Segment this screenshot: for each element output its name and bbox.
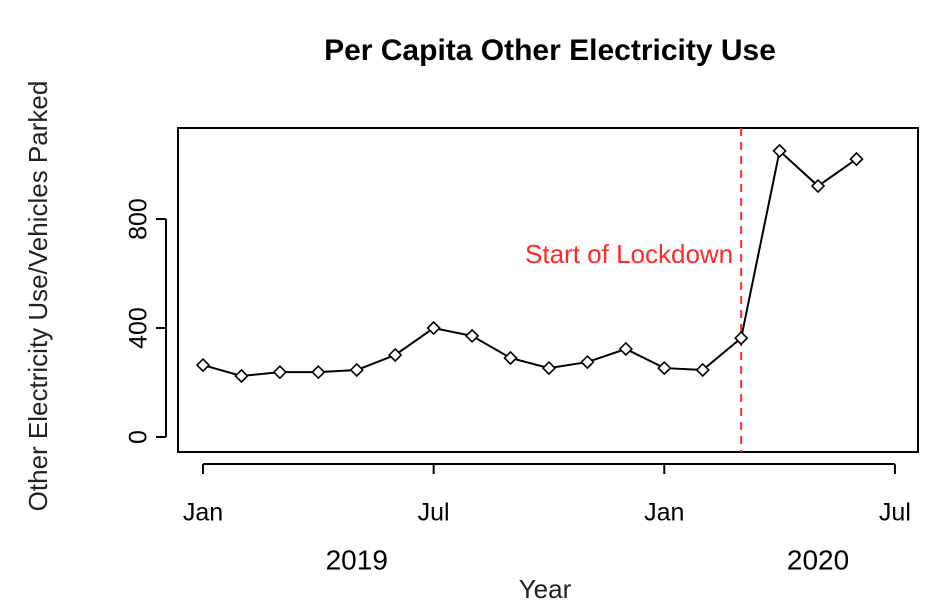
data-point — [657, 360, 672, 376]
data-point — [580, 354, 595, 370]
y-axis-label: Other Electricity Use/Vehicles Parked — [23, 81, 53, 512]
y-tick-label: 800 — [125, 198, 153, 240]
y-tick-label: 0 — [125, 430, 153, 444]
data-point — [618, 341, 633, 357]
data-point — [849, 151, 864, 167]
year-label: 2019 — [326, 544, 388, 575]
y-tick-label: 400 — [125, 307, 153, 349]
data-point — [464, 328, 480, 344]
plot-frame — [177, 127, 919, 453]
data-point — [503, 350, 518, 366]
data-point — [195, 357, 211, 373]
x-tick-label: Jan — [644, 499, 684, 527]
data-point — [734, 330, 749, 346]
data-point — [695, 362, 710, 378]
year-label: 2020 — [787, 544, 849, 575]
annotation-text: Start of Lockdown — [525, 239, 733, 269]
data-point — [388, 347, 403, 363]
data-point — [810, 178, 826, 194]
data-point — [272, 365, 288, 380]
x-tick-label: Jul — [879, 499, 911, 527]
x-axis-label: Year — [519, 574, 572, 604]
data-point — [772, 143, 787, 159]
data-point — [311, 365, 326, 380]
data-point — [541, 360, 557, 376]
data-point — [426, 320, 441, 336]
data-point — [349, 362, 364, 378]
data-point — [234, 368, 249, 384]
x-tick-label: Jan — [183, 499, 223, 527]
chart-title: Per Capita Other Electricity Use — [324, 34, 776, 67]
x-tick-label: Jul — [418, 499, 450, 527]
